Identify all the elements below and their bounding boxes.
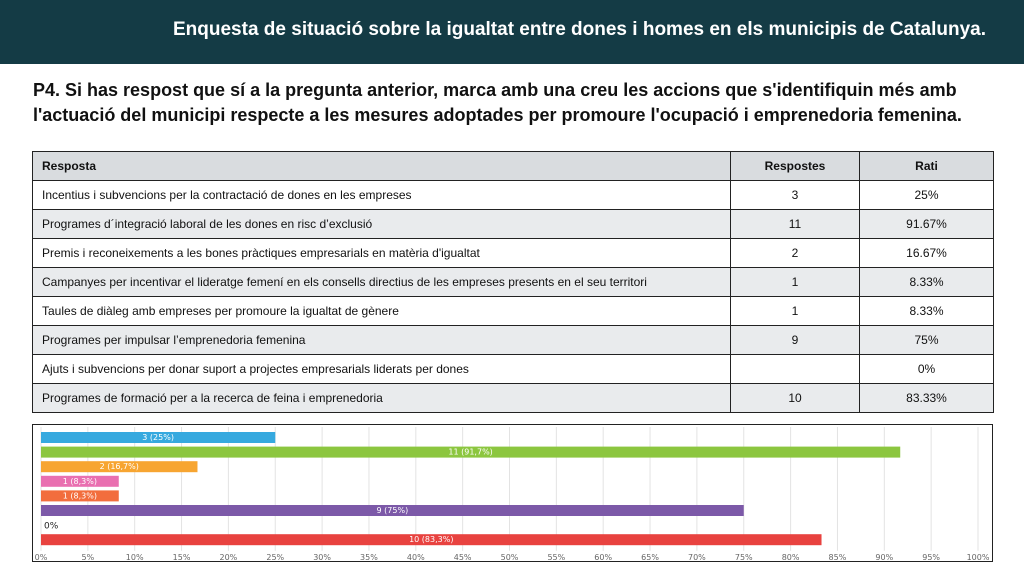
bar-chart-svg: 0% 5% 10% 15% 20% 25% 30% 35% 40% 45% 50% 55% 60% 65%…	[35, 427, 990, 560]
x-tick-label: 65%	[641, 553, 659, 560]
cell-resposta: Programes per impulsar l’emprenedoria fe…	[32, 325, 731, 355]
cell-resposta: Ajuts i subvencions per donar suport a p…	[32, 354, 731, 384]
bar	[41, 490, 119, 502]
bar-data-label: 0%	[44, 522, 59, 532]
header-rati: Rati	[859, 151, 994, 181]
bar-data-label: 2 (16,7%)	[100, 462, 139, 471]
cell-rati: 75%	[859, 325, 994, 355]
page-title: Enquesta de situació sobre la igualtat e…	[173, 19, 986, 40]
cell-rati: 8.33%	[859, 296, 994, 326]
x-tick-label: 10%	[126, 553, 144, 560]
bar-data-label: 10 (83,3%)	[409, 535, 453, 544]
cell-rati: 25%	[859, 180, 994, 210]
table-row: Programes per impulsar l’emprenedoria fe…	[32, 325, 994, 355]
cell-resposta: Taules de diàleg amb empreses per promou…	[32, 296, 731, 326]
results-table: Resposta Respostes Rati Incentius i subv…	[32, 151, 994, 413]
x-tick-label: 70%	[688, 553, 706, 560]
bar-data-label: 1 (8,3%)	[63, 477, 97, 486]
cell-respostes: 1	[730, 267, 860, 297]
cell-resposta: Programes de formació per a la recerca d…	[32, 383, 731, 413]
x-tick-label: 90%	[875, 553, 893, 560]
cell-rati: 16.67%	[859, 238, 994, 268]
x-tick-label: 15%	[173, 553, 191, 560]
table-row: Taules de diàleg amb empreses per promou…	[32, 296, 994, 326]
cell-respostes: 11	[730, 209, 860, 239]
bar-data-label: 3 (25%)	[142, 433, 174, 442]
bar	[41, 432, 276, 443]
table-row: Incentius i subvencions per la contracta…	[32, 180, 994, 210]
cell-respostes: 3	[730, 180, 860, 210]
x-tick-label: 35%	[360, 553, 378, 560]
x-tick-label: 25%	[266, 553, 284, 560]
bar-chart: 0% 5% 10% 15% 20% 25% 30% 35% 40% 45% 50% 55% 60% 65%…	[32, 424, 993, 562]
cell-rati: 91.67%	[859, 209, 994, 239]
x-tick-label: 20%	[220, 553, 238, 560]
table-row: Premis i reconeixements a les bones pràc…	[32, 238, 994, 268]
x-tick-label: 80%	[782, 553, 800, 560]
cell-resposta: Programes d´integració laboral de les do…	[32, 209, 731, 239]
header-resposta: Resposta	[32, 151, 731, 181]
bar	[41, 534, 822, 546]
x-tick-label: 5%	[81, 553, 94, 560]
cell-respostes	[730, 354, 860, 384]
x-tick-label: 100%	[967, 553, 990, 560]
table-header-row: Resposta Respostes Rati	[32, 151, 994, 181]
x-tick-label: 60%	[594, 553, 612, 560]
table-row: Ajuts i subvencions per donar suport a p…	[32, 354, 994, 384]
cell-respostes: 2	[730, 238, 860, 268]
question-text: P4. Si has respost que sí a la pregunta …	[33, 78, 1008, 128]
cell-respostes: 1	[730, 296, 860, 326]
cell-rati: 8.33%	[859, 267, 994, 297]
header-respostes: Respostes	[730, 151, 860, 181]
cell-rati: 0%	[859, 354, 994, 384]
x-tick-label: 0%	[35, 553, 48, 560]
table-row: Programes d´integració laboral de les do…	[32, 209, 994, 239]
cell-resposta: Premis i reconeixements a les bones pràc…	[32, 238, 731, 268]
cell-resposta: Incentius i subvencions per la contracta…	[32, 180, 731, 210]
header-bar: Enquesta de situació sobre la igualtat e…	[0, 0, 1024, 64]
x-tick-label: 95%	[922, 553, 940, 560]
table-row: Campanyes per incentivar el lideratge fe…	[32, 267, 994, 297]
cell-respostes: 10	[730, 383, 860, 413]
x-tick-label: 85%	[829, 553, 847, 560]
question-line-2: l'actuació del municipi respecte a les m…	[33, 105, 962, 125]
x-tick-label: 30%	[313, 553, 331, 560]
bar-data-label: 1 (8,3%)	[63, 491, 97, 500]
cell-rati: 83.33%	[859, 383, 994, 413]
bar	[41, 505, 744, 516]
bar	[41, 461, 198, 473]
bar	[41, 446, 901, 458]
x-tick-label: 55%	[547, 553, 565, 560]
x-tick-label: 50%	[501, 553, 519, 560]
x-tick-label: 40%	[407, 553, 425, 560]
bar	[41, 475, 119, 487]
table-row: Programes de formació per a la recerca d…	[32, 383, 994, 413]
bar-data-label: 11 (91,7%)	[448, 448, 492, 457]
cell-resposta: Campanyes per incentivar el lideratge fe…	[32, 267, 731, 297]
x-tick-label: 45%	[454, 553, 472, 560]
bar-data-label: 9 (75%)	[377, 506, 409, 515]
cell-respostes: 9	[730, 325, 860, 355]
x-tick-label: 75%	[735, 553, 753, 560]
question-line-1: P4. Si has respost que sí a la pregunta …	[33, 80, 957, 100]
